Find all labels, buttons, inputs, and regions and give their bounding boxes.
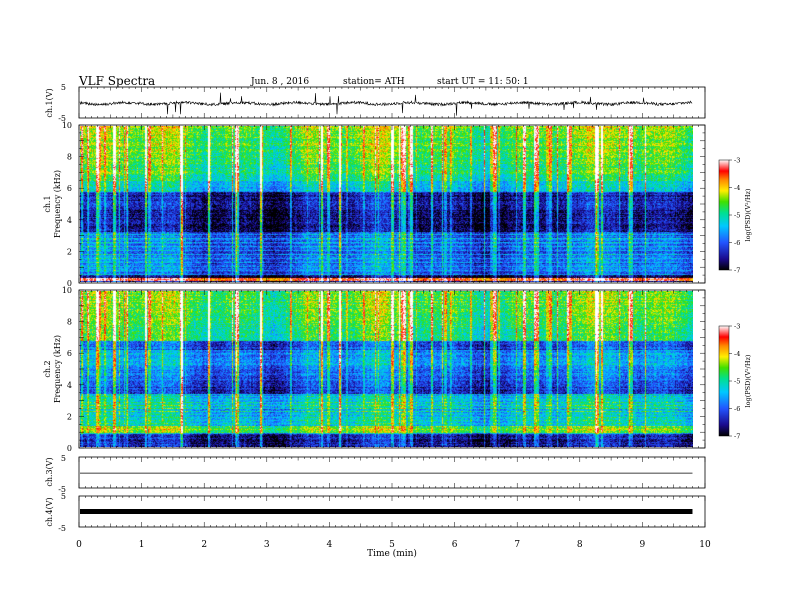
time-tick-label: 2 — [201, 540, 207, 550]
frequency-tick-label: 8 — [67, 153, 72, 162]
ch1-wave-ylabel: ch.1(V) — [45, 88, 54, 117]
frequency-tick-label: 2 — [67, 412, 72, 421]
frequency-tick-label: 10 — [62, 286, 72, 295]
frequency-tick-label: 8 — [67, 318, 72, 327]
ch2-channel-label: ch.2 — [43, 360, 52, 377]
ch1-waveform — [79, 92, 693, 116]
ch1-frequency-ticks: 0 2 4 6 8 10 — [62, 121, 705, 288]
ch2-colorbar-ticks: -3 -4 -5 -6 -7 — [729, 323, 740, 441]
figure-title: VLF Spectra — [78, 74, 155, 88]
colorbar-tick-label: -3 — [734, 323, 740, 331]
ch1-spectrogram-image — [80, 126, 693, 282]
ch3-ytick-bottom: -5 — [58, 485, 66, 494]
frequency-tick-label: 2 — [67, 247, 72, 256]
ch1-ytick-bottom: -5 — [58, 114, 66, 123]
ch1-colorbar — [718, 159, 730, 271]
colorbar-tick-label: -7 — [734, 433, 740, 441]
time-axis-label: Time (min) — [367, 548, 417, 559]
ch4-ytick-bottom: -5 — [58, 524, 66, 533]
ch2-colorbar — [718, 325, 730, 437]
time-tick-label: 3 — [264, 540, 270, 550]
frequency-tick-label: 6 — [67, 349, 72, 358]
ch1-channel-label: ch.1 — [43, 195, 52, 212]
ch3-wave-ylabel: ch.3(V) — [45, 457, 54, 486]
ch4-ytick-top: 5 — [61, 492, 66, 501]
frequency-tick-label: 6 — [67, 184, 72, 193]
colorbar-tick-label: -4 — [734, 350, 740, 358]
frequency-tick-label: 4 — [67, 216, 72, 225]
ch1-colorbar-label: log(PSD)(V²/Hz) — [744, 188, 752, 241]
date-label: Jun. 8 , 2016 — [250, 77, 309, 87]
time-tick-label: 1 — [139, 540, 145, 550]
time-tick-label: 4 — [327, 540, 333, 550]
time-tick-label: 0 — [76, 540, 82, 550]
time-tick-label: 8 — [577, 540, 583, 550]
colorbar-tick-label: -4 — [734, 184, 740, 192]
time-tick-label: 7 — [514, 540, 520, 550]
frequency-tick-label: 0 — [67, 279, 72, 288]
ch2-frequency-ticks: 0 2 4 6 8 10 — [62, 286, 705, 453]
colorbar-tick-label: -5 — [734, 378, 740, 386]
frequency-tick-label: 10 — [62, 121, 72, 130]
time-axis-ticks — [78, 87, 706, 527]
station-label: station= ATH — [343, 77, 405, 87]
colorbar-tick-label: -6 — [734, 239, 740, 247]
colorbar-tick-label: -3 — [734, 157, 740, 165]
frequency-tick-label: 4 — [67, 381, 72, 390]
time-tick-label: 9 — [640, 540, 646, 550]
colorbar-tick-label: -7 — [734, 267, 740, 275]
frequency-tick-label: 0 — [67, 444, 72, 453]
time-axis-tick-labels: 0 1 2 3 4 5 6 7 8 9 10 — [76, 540, 711, 550]
colorbar-tick-label: -6 — [734, 405, 740, 413]
time-tick-label: 5 — [389, 540, 395, 550]
time-tick-label: 10 — [699, 540, 711, 550]
start-time-label: start UT = 11: 50: 1 — [437, 77, 529, 87]
ch1-ytick-top: 5 — [61, 83, 66, 92]
ch1-frequency-ylabel: Frequency (kHz) — [53, 170, 62, 238]
ch3-ytick-top: 5 — [61, 454, 66, 463]
colorbar-tick-label: -5 — [734, 212, 740, 220]
ch4-wave-ylabel: ch.4(V) — [45, 497, 54, 526]
time-tick-label: 6 — [452, 540, 458, 550]
ch1-colorbar-ticks: -3 -4 -5 -6 -7 — [729, 157, 740, 275]
ch2-frequency-ylabel: Frequency (kHz) — [53, 335, 62, 403]
ch4-waveform — [80, 509, 693, 514]
ch2-colorbar-label: log(PSD)(V²/Hz) — [744, 354, 752, 407]
ch2-spectrogram-image — [80, 291, 693, 447]
